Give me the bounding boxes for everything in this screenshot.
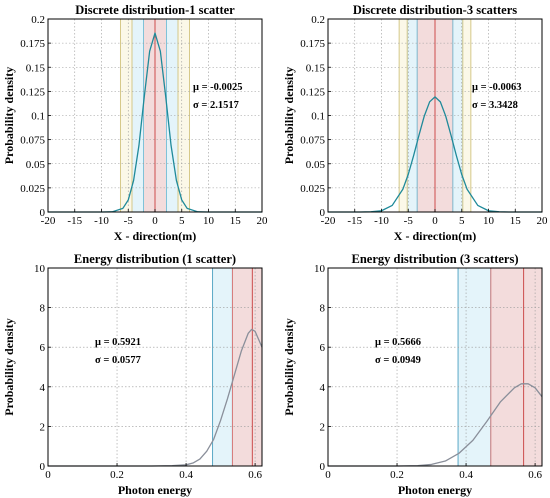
x-tick-label: 15 xyxy=(230,215,242,227)
x-tick-label: 20 xyxy=(537,215,549,227)
y-tick-label: 6 xyxy=(40,342,46,354)
x-tick-label: 10 xyxy=(203,215,215,227)
sigma-annotation: σ = 0.0577 xyxy=(95,355,141,366)
y-axis-label: Probability density xyxy=(2,318,16,415)
y-tick-label: 0 xyxy=(40,461,46,473)
y-tick-label: 0.025 xyxy=(20,183,45,195)
mu-annotation: μ = 0.5666 xyxy=(375,337,421,348)
chart-title: Discrete distribution-3 scatters xyxy=(353,3,517,17)
y-tick-label: 0.05 xyxy=(306,159,326,171)
distribution-curve xyxy=(48,328,263,467)
chart-panel-1: -20 -15 -10 -5 0 5 10 15 20 0 0.025 0.05 0.075 0.1 0.1… xyxy=(2,3,268,243)
distribution-curve xyxy=(328,383,543,467)
sigma-band xyxy=(232,268,262,466)
y-axis-label: Probability density xyxy=(2,67,16,164)
x-tick-label: -10 xyxy=(374,215,389,227)
y-tick-label: 0.05 xyxy=(26,159,46,171)
x-tick-label: 0.4 xyxy=(179,469,193,481)
x-tick-label: 15 xyxy=(510,215,522,227)
y-tick-label: 0.025 xyxy=(300,183,325,195)
chart-panel-4: 0 0.2 0.4 0.6 0 2 4 6 8 10 Energy distribution (3 … xyxy=(282,252,543,497)
mu-annotation: μ = 0.5921 xyxy=(95,337,141,348)
y-tick-label: 0.125 xyxy=(300,86,325,98)
distribution-curve xyxy=(48,32,262,213)
x-tick-label: -10 xyxy=(94,215,109,227)
x-tick-label: 0.4 xyxy=(459,469,473,481)
y-tick-label: 6 xyxy=(320,342,326,354)
y-tick-label: 0.175 xyxy=(20,38,45,50)
y-tick-label: 0.125 xyxy=(20,86,45,98)
sigma-band xyxy=(490,268,542,466)
x-tick-label: -15 xyxy=(67,215,82,227)
x-tick-label: -20 xyxy=(321,215,336,227)
x-tick-label: -20 xyxy=(41,215,56,227)
x-tick-label: 0.2 xyxy=(110,469,124,481)
x-tick-label: 0.2 xyxy=(390,469,404,481)
chart-title: Energy distribution (3 scatters) xyxy=(352,252,519,266)
x-axis-label: Photon energy xyxy=(398,483,472,497)
y-tick-label: 0.15 xyxy=(26,62,46,74)
y-tick-label: 0.2 xyxy=(311,14,325,26)
sigma-band xyxy=(462,19,471,212)
x-tick-label: 5 xyxy=(459,215,465,227)
axes-frame xyxy=(327,267,543,467)
sigma-band xyxy=(178,19,190,212)
x-tick-label: -5 xyxy=(124,215,134,227)
y-tick-label: 0 xyxy=(320,207,326,219)
y-tick-label: 0.1 xyxy=(31,111,45,123)
x-tick-label: 5 xyxy=(179,215,185,227)
y-tick-label: 0.075 xyxy=(300,135,325,147)
x-tick-label: -15 xyxy=(347,215,362,227)
x-axis-label: Photon energy xyxy=(118,483,192,497)
y-tick-label: 8 xyxy=(40,303,46,315)
mu-annotation: μ = -0.0025 xyxy=(193,82,243,93)
axes-frame xyxy=(47,267,263,467)
x-axis-label: X - direction(m) xyxy=(394,229,476,243)
sigma-band xyxy=(458,268,491,466)
y-tick-label: 0.15 xyxy=(306,62,326,74)
sigma-band xyxy=(399,19,408,212)
sigma-annotation: σ = 0.0949 xyxy=(375,355,421,366)
x-tick-label: 0 xyxy=(45,469,51,481)
y-tick-label: 0 xyxy=(320,461,326,473)
mu-annotation: μ = -0.0063 xyxy=(472,82,522,93)
sigma-annotation: σ = 2.1517 xyxy=(193,100,239,111)
y-tick-label: 10 xyxy=(314,263,326,275)
x-tick-label: 0 xyxy=(432,215,438,227)
y-tick-label: 2 xyxy=(320,421,326,433)
x-tick-label: 0 xyxy=(152,215,158,227)
y-axis-label: Probability density xyxy=(282,318,296,415)
y-tick-label: 0.1 xyxy=(311,111,325,123)
x-tick-label: 0 xyxy=(325,469,331,481)
sigma-annotation: σ = 3.3428 xyxy=(472,100,518,111)
y-tick-label: 0.2 xyxy=(31,14,45,26)
x-axis-label: X - direction(m) xyxy=(114,229,196,243)
y-tick-label: 0.075 xyxy=(20,135,45,147)
chart-panel-3: 0 0.2 0.4 0.6 0 2 4 6 8 10 Energy distribution (1 … xyxy=(2,252,263,497)
sigma-band xyxy=(212,268,233,466)
y-tick-label: 4 xyxy=(40,382,46,394)
y-axis-label: Probability density xyxy=(282,67,296,164)
y-tick-label: 0 xyxy=(40,207,46,219)
sigma-band xyxy=(166,19,179,212)
x-tick-label: 10 xyxy=(483,215,495,227)
x-tick-label: 20 xyxy=(257,215,269,227)
chart-panel-2: -20 -15 -10 -5 0 5 10 15 20 0 0.025 0.05 0.075 0.1 0.1… xyxy=(282,3,548,243)
sigma-band xyxy=(131,19,144,212)
y-tick-label: 10 xyxy=(34,263,46,275)
y-tick-label: 4 xyxy=(320,382,326,394)
y-tick-label: 2 xyxy=(40,421,46,433)
x-tick-label: 0.6 xyxy=(248,469,262,481)
chart-title: Energy distribution (1 scatter) xyxy=(74,252,236,266)
x-tick-label: -5 xyxy=(404,215,414,227)
distribution-curve xyxy=(328,96,542,213)
y-tick-label: 0.175 xyxy=(300,38,325,50)
x-tick-label: 0.6 xyxy=(528,469,542,481)
chart-title: Discrete distribution-1 scatter xyxy=(75,3,235,17)
y-tick-label: 8 xyxy=(320,303,326,315)
